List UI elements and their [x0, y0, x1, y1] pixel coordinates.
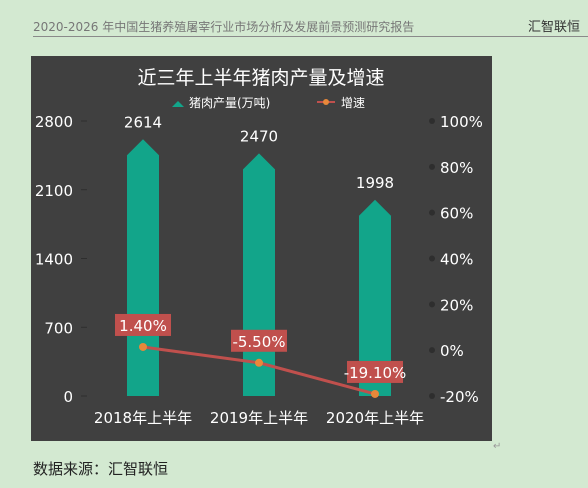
header-divider: [33, 36, 588, 37]
growth-point: [371, 389, 379, 398]
y-right-tick-label: 60%: [440, 205, 473, 223]
y-right-tick-label: 100%: [440, 113, 483, 131]
growth-label-box: [115, 313, 171, 336]
y-right-tick-dot: [429, 255, 435, 262]
y-right-tick-dot: [429, 347, 435, 354]
y-right-tick-dot: [429, 163, 435, 170]
y-right-tick-dot: [429, 393, 435, 399]
growth-series: 1.40% -5.50% -19.10%: [115, 313, 407, 398]
report-title: 2020-2026 年中国生猪养殖屠宰行业市场分析及发展前景预测研究报告: [33, 20, 415, 34]
x-category-label: 2018年上半年: [94, 409, 192, 427]
bar-production: [359, 199, 391, 396]
axis-ticks: 0 700 1400 2100 2800 -20% 0% 20% 40% 60% 80% 100%: [35, 113, 483, 406]
y-right-tick-label: -20%: [440, 388, 479, 406]
bar-production: [127, 139, 159, 396]
growth-label-box: [231, 329, 287, 352]
bar-value-label: 2470: [240, 127, 278, 145]
growth-point: [139, 342, 147, 351]
y-left-tick-label: 1400: [35, 251, 73, 269]
legend-bar-icon: [172, 101, 184, 107]
legend-line-marker-icon: [323, 99, 329, 105]
paragraph-mark-icon: ↵: [493, 441, 502, 452]
y-right-tick-dot: [429, 209, 435, 216]
y-left-tick-label: 2100: [35, 182, 73, 200]
y-right-tick-label: 0%: [440, 342, 464, 360]
y-right-tick-label: 40%: [440, 251, 473, 269]
source-caption: 数据来源：汇智联恒: [33, 460, 169, 478]
chart-panel: 近三年上半年猪肉产量及增速 猪肉产量(万吨) 增速 0 700 1400 2100 28…: [31, 56, 492, 441]
growth-value-label: 1.40%: [119, 317, 167, 335]
chart-canvas: 近三年上半年猪肉产量及增速 猪肉产量(万吨) 增速 0 700 1400 2100 28…: [35, 67, 483, 427]
y-left-tick-label: 700: [44, 319, 73, 337]
growth-label-box: [347, 360, 403, 383]
brand-name: 汇智联恒: [527, 20, 580, 35]
growth-value-label: -19.10%: [344, 364, 407, 382]
y-left-tick-label: 2800: [35, 113, 73, 131]
y-left-tick-label: 0: [63, 388, 73, 406]
x-category-label: 2020年上半年: [326, 409, 424, 427]
growth-value-label: -5.50%: [232, 333, 285, 351]
y-right-tick-dot: [429, 301, 435, 308]
bar-value-label: 1998: [356, 174, 394, 192]
y-right-tick-dot: [429, 118, 435, 124]
bar-value-label: 2614: [124, 113, 162, 131]
growth-point: [255, 358, 263, 367]
chart-title: 近三年上半年猪肉产量及增速: [137, 67, 384, 89]
y-right-tick-label: 20%: [440, 296, 473, 314]
legend-bar-label: 猪肉产量(万吨): [189, 96, 270, 110]
x-category-label: 2019年上半年: [210, 409, 308, 427]
legend-line-label: 增速: [341, 96, 365, 110]
chart-legend: 猪肉产量(万吨) 增速: [172, 96, 365, 110]
y-right-tick-label: 80%: [440, 159, 473, 177]
